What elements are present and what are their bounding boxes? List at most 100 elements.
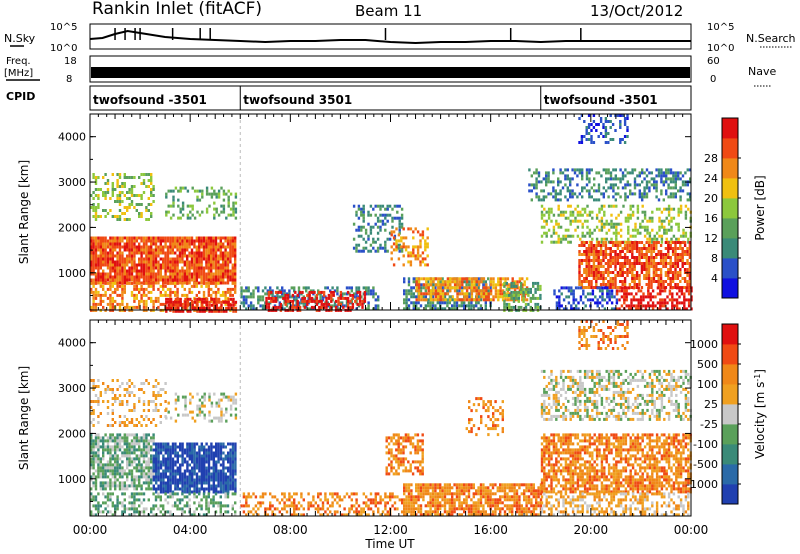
data-cell bbox=[570, 304, 573, 308]
data-cell bbox=[186, 281, 189, 285]
data-cell bbox=[550, 219, 553, 223]
data-cell bbox=[350, 286, 353, 290]
data-cell bbox=[605, 171, 608, 175]
data-cell bbox=[227, 195, 230, 199]
data-cell bbox=[138, 257, 141, 261]
colorbar-swatch bbox=[722, 118, 738, 139]
data-cell bbox=[574, 304, 578, 308]
data-cell bbox=[583, 244, 586, 247]
data-cell bbox=[657, 174, 661, 178]
data-cell bbox=[432, 280, 435, 284]
data-cell bbox=[494, 289, 498, 293]
data-cell bbox=[306, 302, 309, 306]
colorbar-label: Power [dB] bbox=[753, 175, 767, 240]
data-cell bbox=[612, 168, 615, 172]
data-cell bbox=[633, 244, 636, 247]
data-cell bbox=[619, 228, 623, 232]
data-cell bbox=[597, 271, 600, 274]
data-cell bbox=[604, 117, 608, 120]
data-cell bbox=[200, 236, 203, 240]
data-cell bbox=[99, 245, 102, 249]
data-cell bbox=[92, 451, 95, 455]
data-cell bbox=[392, 248, 396, 252]
data-cell bbox=[118, 445, 122, 449]
data-cell bbox=[174, 309, 178, 313]
data-cell bbox=[620, 286, 624, 290]
data-cell bbox=[97, 188, 100, 191]
data-cell bbox=[135, 305, 138, 309]
data-cell bbox=[641, 219, 644, 223]
data-cell bbox=[417, 280, 421, 284]
data-cell bbox=[616, 286, 620, 289]
data-cell bbox=[533, 171, 536, 175]
data-cell bbox=[114, 215, 117, 218]
data-cell bbox=[542, 198, 545, 202]
data-cell bbox=[111, 466, 114, 470]
data-cell bbox=[140, 487, 143, 491]
data-cell bbox=[603, 222, 606, 226]
data-cell bbox=[664, 259, 668, 262]
data-cell bbox=[165, 195, 168, 199]
data-cell bbox=[615, 225, 618, 229]
data-cell bbox=[102, 287, 105, 291]
data-cell bbox=[121, 245, 124, 249]
data-cell bbox=[343, 292, 346, 296]
data-cell bbox=[558, 289, 561, 293]
data-cell bbox=[102, 472, 105, 476]
data-cell bbox=[489, 286, 492, 290]
data-cell bbox=[599, 253, 603, 256]
data-cell bbox=[663, 301, 667, 305]
data-cell bbox=[667, 262, 670, 265]
data-cell bbox=[542, 189, 545, 193]
data-cell bbox=[590, 271, 593, 274]
data-cell bbox=[147, 185, 150, 188]
data-cell bbox=[533, 186, 536, 190]
data-cell bbox=[503, 293, 506, 297]
data-cell bbox=[453, 280, 457, 284]
data-cell bbox=[142, 466, 146, 470]
data-cell bbox=[155, 451, 158, 455]
data-cell bbox=[188, 272, 191, 276]
data-cell bbox=[116, 463, 119, 467]
data-cell bbox=[508, 305, 511, 309]
data-cell bbox=[610, 289, 614, 293]
data-cell bbox=[310, 305, 314, 309]
data-cell bbox=[585, 177, 589, 181]
data-cell bbox=[569, 219, 572, 223]
data-cell bbox=[663, 219, 666, 223]
data-cell bbox=[611, 286, 615, 289]
data-cell bbox=[657, 277, 660, 280]
data-cell bbox=[419, 304, 423, 308]
data-cell bbox=[420, 292, 423, 296]
data-cell bbox=[152, 478, 155, 482]
data-cell bbox=[126, 275, 129, 279]
data-cell bbox=[564, 234, 568, 238]
data-cell bbox=[142, 173, 146, 176]
data-cell bbox=[515, 284, 518, 288]
data-cell bbox=[439, 298, 442, 302]
data-cell bbox=[145, 281, 148, 285]
data-cell bbox=[510, 284, 513, 288]
data-cell bbox=[210, 236, 213, 240]
data-cell bbox=[327, 293, 331, 297]
data-cell bbox=[167, 189, 170, 193]
data-cell bbox=[564, 177, 567, 181]
data-cell bbox=[152, 287, 155, 291]
data-cell bbox=[616, 253, 620, 256]
data-cell bbox=[640, 271, 644, 274]
data-cell bbox=[623, 247, 627, 250]
data-cell bbox=[629, 207, 632, 211]
data-cell bbox=[90, 448, 93, 452]
data-cell bbox=[135, 454, 138, 458]
data-cell bbox=[118, 302, 122, 306]
data-cell bbox=[540, 198, 543, 202]
data-cell bbox=[614, 265, 617, 268]
data-cell bbox=[337, 299, 340, 303]
data-cell bbox=[633, 177, 637, 181]
data-cell bbox=[226, 269, 230, 273]
data-cell bbox=[614, 241, 617, 244]
data-cell bbox=[215, 297, 218, 301]
data-cell bbox=[130, 242, 134, 246]
data-cell bbox=[152, 472, 155, 476]
data-cell bbox=[517, 290, 520, 294]
